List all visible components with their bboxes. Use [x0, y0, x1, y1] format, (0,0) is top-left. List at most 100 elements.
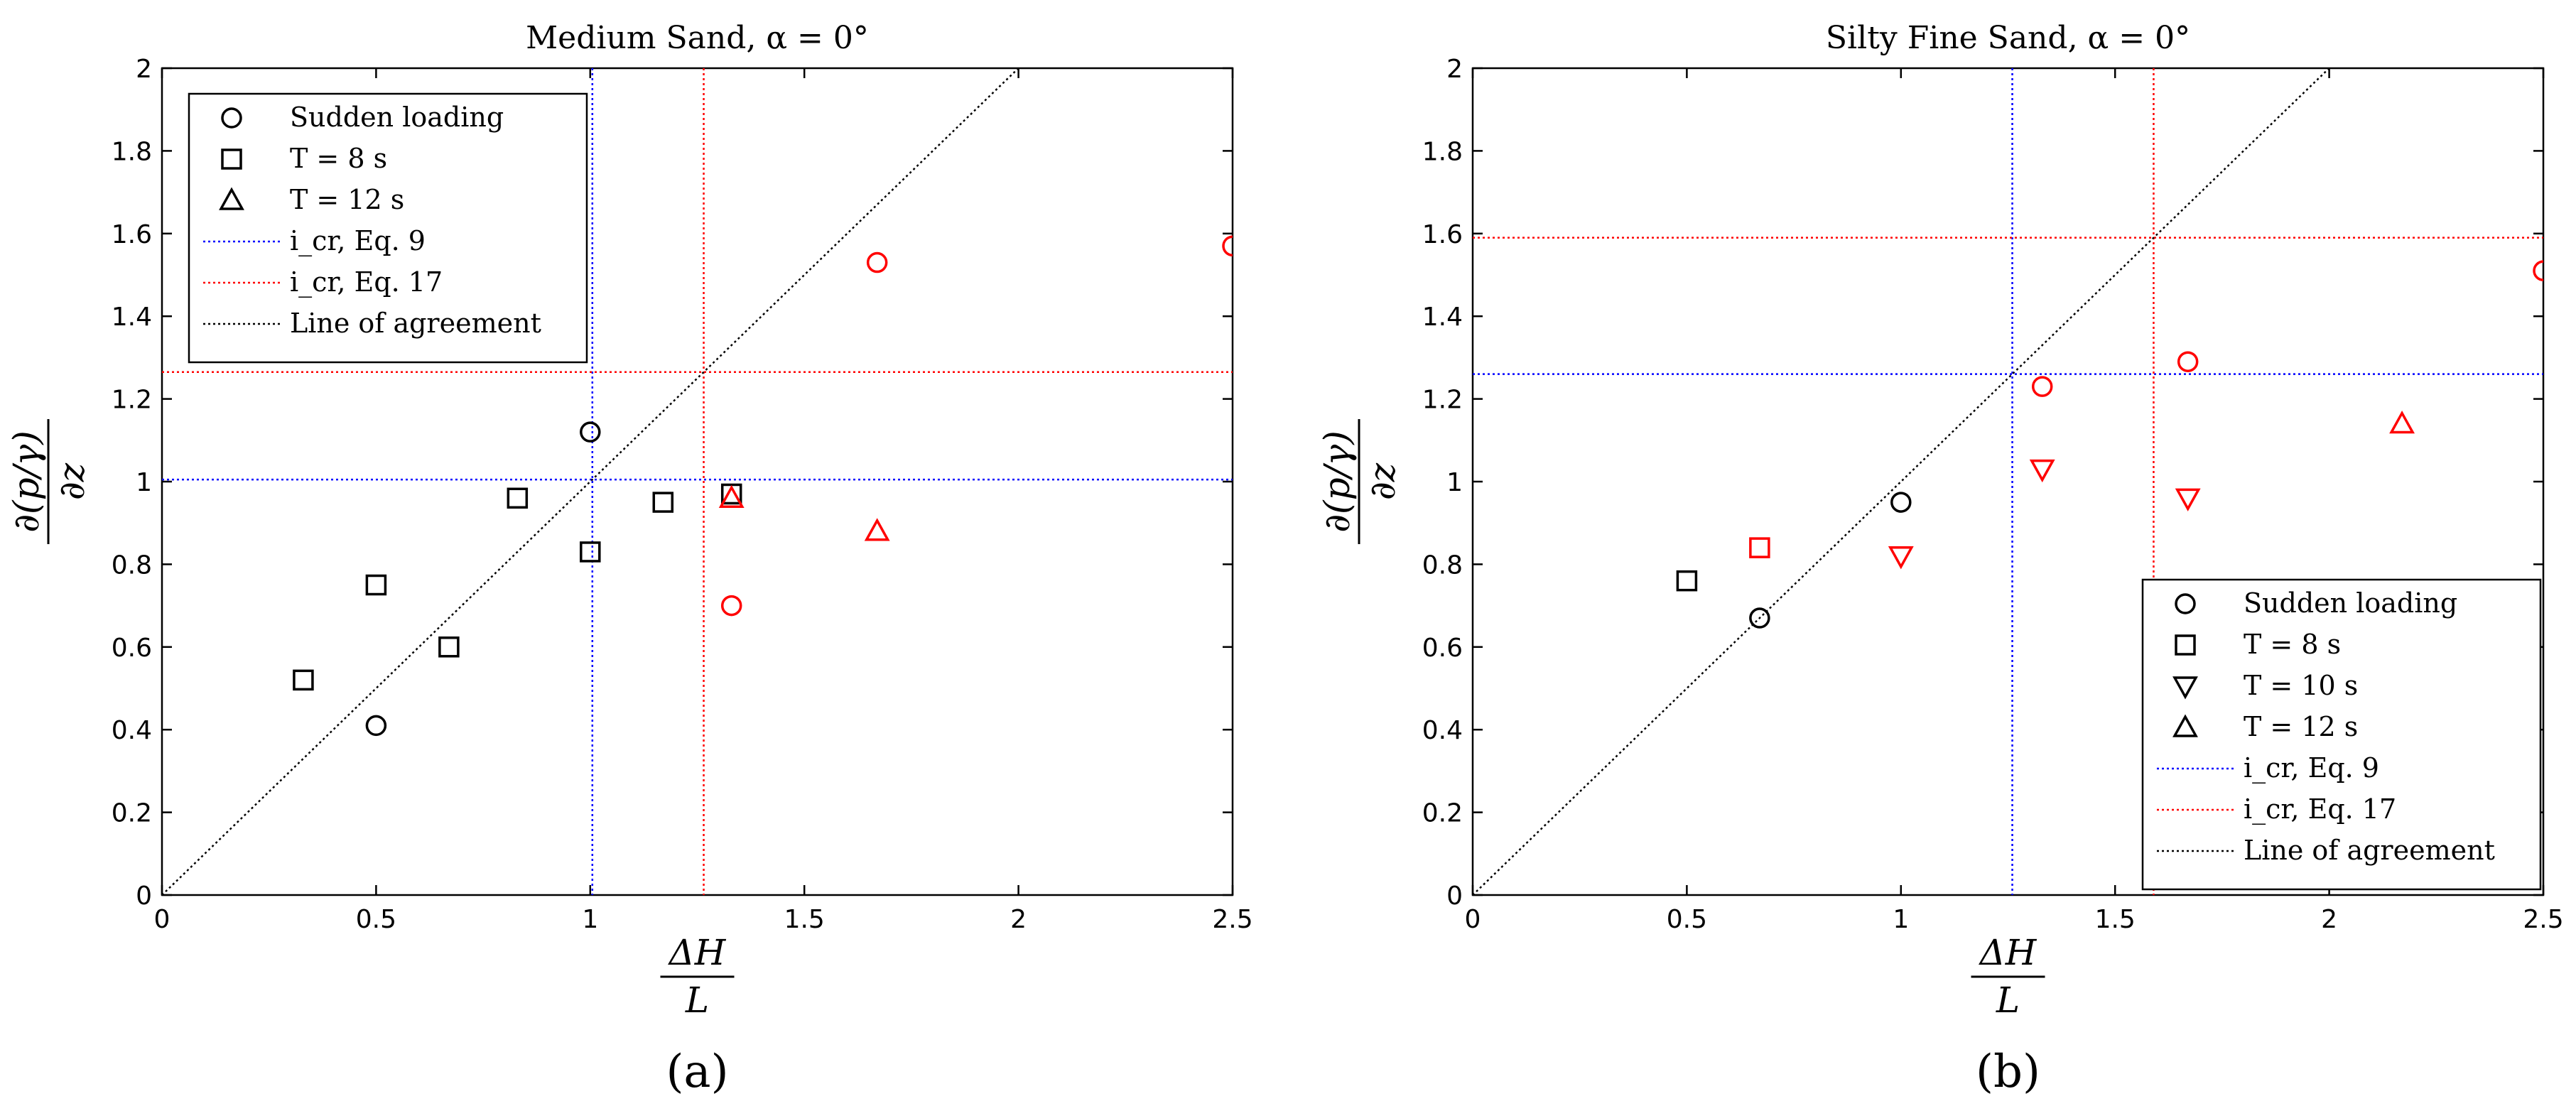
data-point-square	[720, 483, 742, 505]
x-tick-label: 1.5	[2095, 905, 2136, 934]
y-tick-label: 1	[1446, 468, 1463, 497]
y-tick-label: 1.6	[112, 220, 152, 249]
y-tick-label: 0	[136, 882, 152, 911]
data-point-circle	[2533, 260, 2543, 281]
legend-entry-label: T = 8 s	[2244, 629, 2341, 660]
data-point-circle	[1890, 492, 1912, 513]
legend-marker-square	[2175, 634, 2196, 656]
x-axis-label: ΔH L	[660, 932, 735, 1021]
y-axis-label-numerator: ∂(p/γ)	[6, 430, 47, 533]
x-tick-label: 0	[154, 905, 171, 934]
legend-frame	[188, 92, 588, 364]
legend-entry-label: i_cr, Eq. 9	[290, 225, 426, 257]
y-axis-label-denominator: ∂z	[51, 462, 92, 500]
legend-entry-label: T = 10 s	[2244, 670, 2358, 701]
x-axis-label-numerator: ΔH	[668, 932, 727, 973]
plot-area	[162, 68, 1233, 895]
y-tick-label: 0.6	[1422, 634, 1463, 663]
data-point-square	[1676, 570, 1698, 592]
y-axis-label: ∂(p/γ) ∂z	[6, 419, 92, 544]
x-tick-label: 2.5	[2523, 905, 2563, 934]
data-point-triangle-up	[718, 484, 745, 508]
y-tick-label: 1	[136, 468, 152, 497]
legend-entry-label: T = 12 s	[2244, 711, 2358, 742]
data-point-triangle-down	[1888, 546, 1914, 570]
x-tick-label: 2.5	[1212, 905, 1252, 934]
y-tick-label: 0.2	[112, 799, 152, 828]
data-point-circle	[866, 251, 888, 273]
data-point-circle	[720, 595, 742, 617]
data-point-circle	[1749, 607, 1770, 629]
legend: Sudden loading T = 8 s T = 12 s i_cr, Eq. 9…	[188, 92, 588, 364]
y-tick-label: 1.2	[112, 386, 152, 415]
x-axis-label-denominator: L	[1996, 980, 2020, 1021]
data-point-circle	[1222, 235, 1233, 257]
data-point-circle	[2031, 376, 2053, 397]
legend-marker-triangle-up	[2172, 714, 2198, 737]
legend-marker-circle	[2175, 593, 2196, 614]
data-point-triangle-down	[2029, 459, 2055, 483]
data-point-square	[507, 487, 529, 509]
data-point-triangle-up	[2389, 410, 2415, 434]
panel-label: (a)	[666, 1046, 728, 1098]
y-tick-label: 0.8	[112, 551, 152, 580]
legend-frame	[2141, 578, 2542, 891]
data-point-square	[293, 669, 314, 691]
x-tick-label: 0	[1465, 905, 1481, 934]
y-tick-label: 1.6	[1422, 220, 1463, 249]
x-tick-label: 0.5	[1667, 905, 1707, 934]
legend-entry-label: i_cr, Eq. 17	[290, 266, 443, 298]
y-tick-label: 1.2	[1422, 386, 1463, 415]
legend: Sudden loading T = 8 s T = 10 s T = 12 s i_c…	[2141, 578, 2542, 891]
legend-entry-label: Line of agreement	[2244, 835, 2495, 866]
x-tick-label: 1	[582, 905, 598, 934]
legend-entry-label: i_cr, Eq. 17	[2244, 793, 2396, 825]
legend-entry-label: Line of agreement	[290, 308, 541, 339]
legend-marker-circle	[221, 107, 242, 129]
x-tick-label: 2	[2321, 905, 2337, 934]
data-point-triangle-up	[864, 518, 890, 541]
data-point-square	[438, 636, 460, 658]
legend-entry-label: i_cr, Eq. 9	[2244, 752, 2379, 784]
y-tick-label: 1.8	[112, 137, 152, 166]
y-tick-label: 0	[1446, 882, 1463, 911]
x-axis-label: ΔH L	[1971, 932, 2045, 1021]
data-point-triangle-down	[2175, 488, 2201, 511]
chart-title: Silty Fine Sand, α = 0°	[1826, 20, 2190, 56]
panel-label: (b)	[1976, 1046, 2040, 1098]
chart-panel-b: 0 0.5 1 1.5 2 2.5 0 0.2 0.4 0.6 0.8 1 1.2 1.4 1.6 1.8 2 S…	[1316, 20, 2564, 1098]
x-axis-label-denominator: L	[685, 980, 709, 1021]
data-point-square	[652, 492, 674, 513]
legend-entry-label: T = 8 s	[290, 143, 387, 174]
data-point-square	[1749, 537, 1770, 558]
y-tick-label: 1.8	[1422, 137, 1463, 166]
legend-entry-label: Sudden loading	[2244, 587, 2457, 619]
x-tick-label: 2	[1010, 905, 1027, 934]
legend-marker-triangle-down	[2172, 676, 2198, 700]
legend-marker-triangle-up	[219, 187, 244, 210]
y-tick-label: 2	[1446, 55, 1463, 84]
y-tick-label: 0.6	[112, 634, 152, 663]
data-point-circle	[365, 715, 387, 737]
data-point-circle	[2177, 351, 2199, 372]
plot-area	[1473, 68, 2543, 895]
y-tick-label: 0.4	[1422, 716, 1463, 745]
chart-panel-a: 0 0.5 1 1.5 2 2.5 0 0.2 0.4 0.6 0.8 1 1.2 1.4 1.6 1.8 2 M…	[6, 20, 1253, 1098]
y-tick-label: 0.2	[1422, 799, 1463, 828]
legend-marker-square	[221, 148, 242, 170]
data-point-square	[580, 541, 601, 563]
y-tick-label: 1.4	[112, 303, 152, 332]
y-tick-label: 0.4	[112, 716, 152, 745]
x-tick-label: 1.5	[784, 905, 825, 934]
data-point-circle	[580, 421, 601, 443]
x-tick-label: 0.5	[356, 905, 396, 934]
y-tick-label: 1.4	[1422, 303, 1463, 332]
x-tick-label: 1	[1893, 905, 1909, 934]
legend-entry-label: Sudden loading	[290, 102, 504, 133]
y-tick-label: 0.8	[1422, 551, 1463, 580]
y-axis-label: ∂(p/γ) ∂z	[1316, 419, 1403, 544]
y-tick-label: 2	[136, 55, 152, 84]
y-axis-label-numerator: ∂(p/γ)	[1316, 430, 1358, 533]
y-axis-label-denominator: ∂z	[1362, 462, 1403, 500]
